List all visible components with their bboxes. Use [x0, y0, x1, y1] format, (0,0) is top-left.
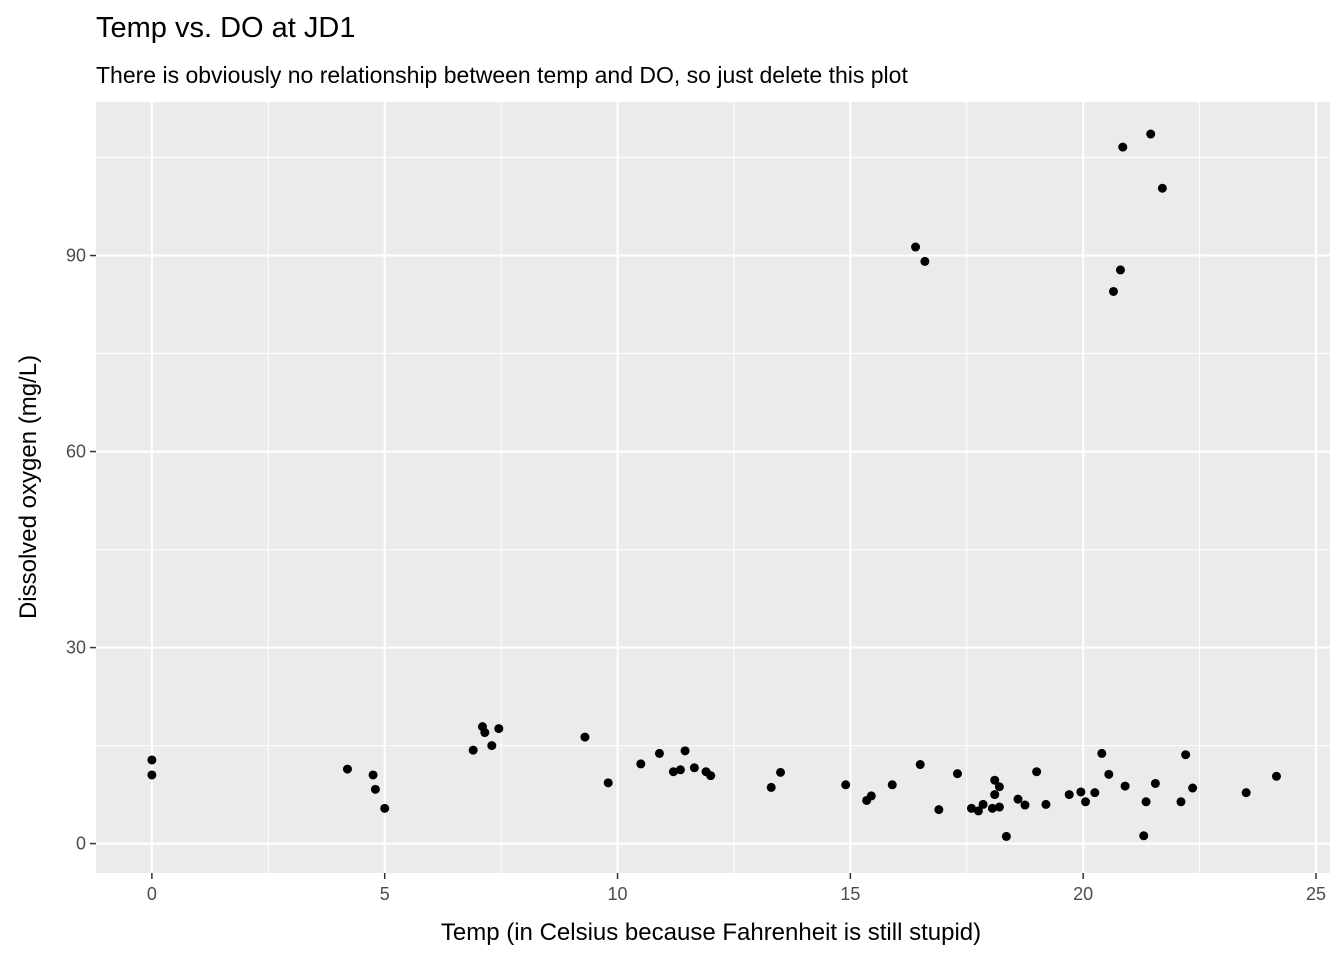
data-point	[689, 763, 699, 773]
data-point	[1001, 831, 1011, 841]
y-tick-label: 90	[66, 246, 86, 266]
data-point	[370, 784, 380, 794]
plot-panel	[96, 102, 1330, 873]
data-point	[911, 242, 921, 252]
data-point	[915, 760, 925, 770]
data-point	[487, 741, 497, 751]
data-point	[978, 799, 988, 809]
data-point	[776, 767, 786, 777]
data-point	[1064, 790, 1074, 800]
chart-title: Temp vs. DO at JD1	[96, 12, 356, 44]
data-point	[966, 803, 976, 813]
major-gridlines	[96, 102, 1330, 873]
data-point	[934, 805, 944, 815]
x-tick-label: 10	[608, 884, 628, 904]
data-point	[1146, 129, 1156, 139]
data-point	[1188, 783, 1198, 793]
x-tick-label: 15	[840, 884, 860, 904]
data-point	[636, 759, 646, 769]
data-point	[1241, 788, 1251, 798]
data-point	[147, 770, 157, 780]
data-point	[1150, 778, 1160, 788]
data-point	[841, 780, 851, 790]
data-point	[1120, 781, 1130, 791]
y-tick-label: 60	[66, 442, 86, 462]
data-point	[603, 778, 613, 788]
data-point	[990, 775, 1000, 785]
data-point	[1139, 831, 1149, 841]
data-point	[1141, 797, 1151, 807]
data-point	[1097, 748, 1107, 758]
y-axis-ticks: 0 30 60 90	[66, 246, 96, 854]
x-axis-title: Temp (in Celsius because Fahrenheit is s…	[441, 919, 981, 946]
x-tick-label: 20	[1073, 884, 1093, 904]
data-point	[1118, 142, 1128, 152]
data-point	[766, 782, 776, 792]
data-point	[494, 724, 504, 734]
data-point	[1032, 767, 1042, 777]
data-point	[380, 803, 390, 813]
data-point	[920, 256, 930, 266]
x-tick-label: 5	[380, 884, 390, 904]
y-tick-label: 0	[76, 834, 86, 854]
data-point	[654, 748, 664, 758]
data-point	[994, 802, 1004, 812]
data-point	[994, 782, 1004, 792]
data-point	[1041, 799, 1051, 809]
x-tick-label: 25	[1306, 884, 1326, 904]
data-point	[1090, 788, 1100, 798]
data-point	[866, 791, 876, 801]
data-point	[1115, 265, 1125, 275]
data-point	[987, 803, 997, 813]
data-point	[973, 806, 983, 816]
data-point	[468, 745, 478, 755]
data-point	[1271, 771, 1281, 781]
data-point	[1076, 787, 1086, 797]
data-point	[1157, 183, 1167, 193]
x-tick-label: 0	[147, 884, 157, 904]
x-axis-ticks: 0 5 10 15 20 25	[147, 873, 1326, 904]
data-point	[1104, 769, 1114, 779]
data-point	[680, 746, 690, 756]
data-point	[675, 765, 685, 775]
data-point	[668, 767, 678, 777]
data-point	[1081, 797, 1091, 807]
chart-subtitle: There is obviously no relationship betwe…	[96, 62, 908, 88]
data-point	[1181, 750, 1191, 760]
data-point	[368, 770, 378, 780]
data-point	[342, 764, 352, 774]
data-point	[1020, 800, 1030, 810]
data-point	[1108, 286, 1118, 296]
data-point	[580, 732, 590, 742]
minor-gridlines	[96, 102, 1330, 873]
data-point	[1176, 797, 1186, 807]
data-point	[887, 780, 897, 790]
data-points	[147, 129, 1281, 841]
data-point	[990, 790, 1000, 800]
data-point	[1013, 794, 1023, 804]
y-tick-label: 30	[66, 638, 86, 658]
data-point	[480, 728, 490, 738]
y-axis-title: Dissolved oxygen (mg/L)	[15, 355, 42, 619]
data-point	[706, 771, 716, 781]
data-point	[952, 769, 962, 779]
data-point	[147, 755, 157, 765]
